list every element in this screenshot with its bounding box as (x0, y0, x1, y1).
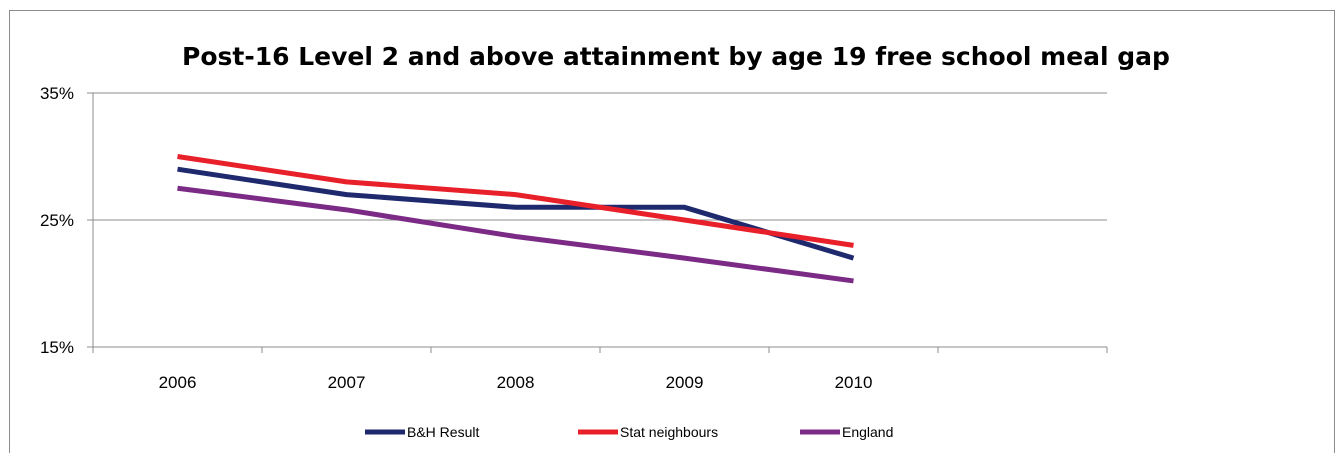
gridlines (93, 92, 1107, 221)
legend-label: B&H Result (407, 424, 479, 440)
series-lines (177, 154, 855, 284)
series-line (177, 154, 854, 248)
legend: B&H Result Stat neighbours England (365, 424, 893, 440)
x-tick-label: 2008 (497, 373, 535, 392)
y-axis-ticks: 15% 25% 35% (40, 84, 93, 357)
legend-label: Stat neighbours (620, 424, 718, 440)
chart-frame (9, 10, 1335, 453)
y-tick-label: 25% (40, 211, 74, 230)
x-tick-label: 2010 (835, 373, 873, 392)
x-axis-ticks: 2006 2007 2008 2009 2010 (92, 347, 1108, 392)
series-line (177, 166, 855, 261)
series-line (177, 185, 854, 284)
x-tick-label: 2007 (328, 373, 366, 392)
legend-label: England (842, 424, 893, 440)
x-tick-label: 2006 (159, 373, 197, 392)
y-tick-label: 35% (40, 84, 74, 103)
y-tick-label: 15% (40, 338, 74, 357)
chart-title: Post-16 Level 2 and above attainment by … (182, 42, 1170, 71)
x-tick-label: 2009 (666, 373, 704, 392)
